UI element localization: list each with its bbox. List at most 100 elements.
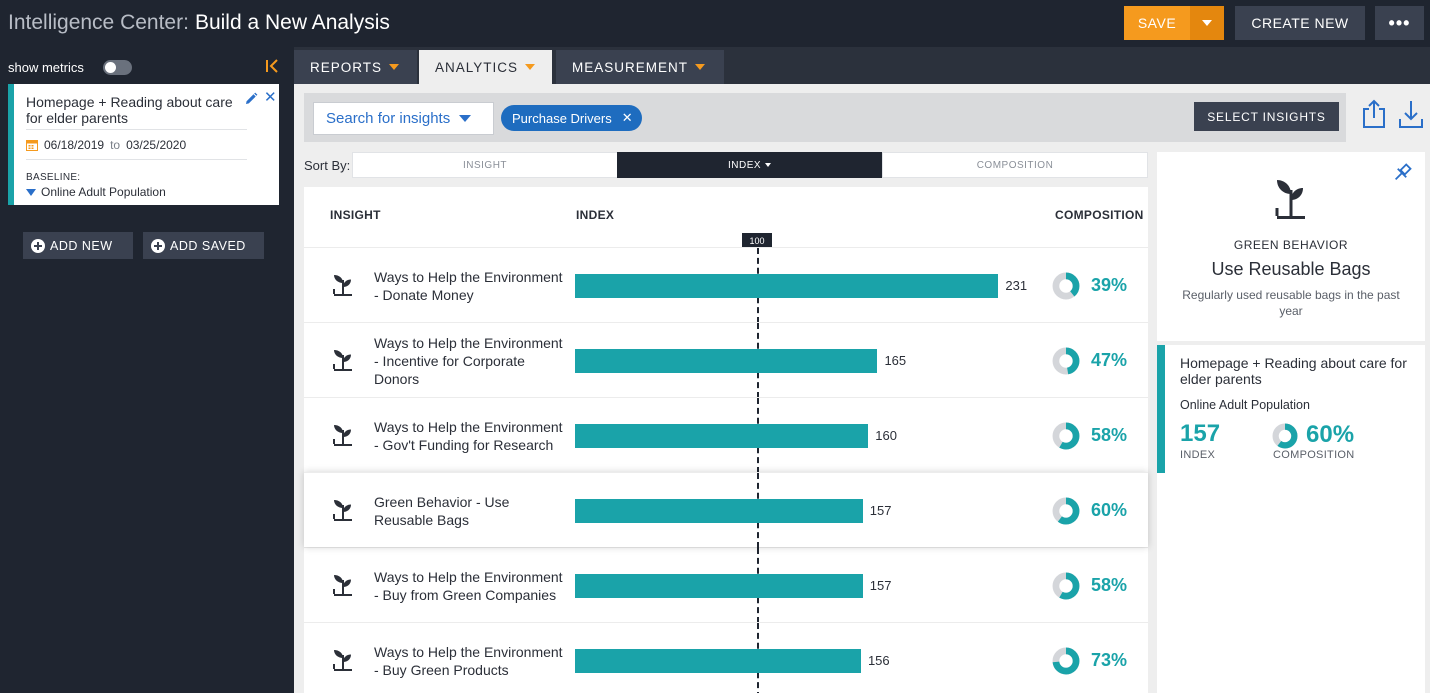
composition-value: 39% bbox=[1091, 275, 1128, 295]
index-value: 231 bbox=[1005, 278, 1028, 293]
composition-donut bbox=[1052, 347, 1080, 375]
search-select-label: Search for insights bbox=[326, 110, 451, 127]
app-title: Intelligence Center: Build a New Analysis bbox=[8, 11, 390, 35]
save-button[interactable]: SAVE bbox=[1124, 6, 1190, 40]
audience-card[interactable]: Homepage + Reading about care for elder … bbox=[8, 84, 279, 205]
caret-down-icon bbox=[26, 188, 36, 196]
baseline-dropdown[interactable]: Online Adult Population bbox=[26, 185, 166, 199]
plant-icon bbox=[333, 275, 352, 296]
baseline-value: Online Adult Population bbox=[41, 185, 166, 199]
tab-label: MEASUREMENT bbox=[572, 59, 689, 75]
chip-label: Purchase Drivers bbox=[512, 110, 612, 126]
create-new-button[interactable]: CREATE NEW bbox=[1235, 6, 1365, 40]
save-options-button[interactable] bbox=[1190, 6, 1224, 40]
search-bar: Search for insights Purchase Drivers ✕ SE… bbox=[304, 93, 1346, 142]
table-row[interactable]: Ways to Help the Environment - Donate Mo… bbox=[304, 247, 1148, 323]
insight-label: Ways to Help the Environment - Gov't Fun… bbox=[374, 418, 563, 453]
add-saved-label: ADD SAVED bbox=[170, 238, 246, 253]
composition-donut bbox=[1052, 497, 1080, 525]
detail-description: Regularly used reusable bags in the past… bbox=[1182, 288, 1400, 318]
donut-fill bbox=[1052, 272, 1080, 300]
detail-category: GREEN BEHAVIOR bbox=[1233, 238, 1349, 252]
composition-donut bbox=[1052, 272, 1080, 300]
table-row[interactable]: Ways to Help the Environment - Buy from … bbox=[304, 547, 1148, 623]
more-options-button[interactable]: ••• bbox=[1375, 6, 1424, 40]
composition-donut bbox=[1052, 572, 1080, 600]
insight-label: Green Behavior - Use Reusable Bags bbox=[374, 493, 510, 528]
tab-label: ANALYTICS bbox=[435, 59, 519, 75]
sort-composition-button[interactable]: COMPOSITION bbox=[882, 152, 1148, 178]
index-bar bbox=[575, 574, 863, 598]
plant-icon bbox=[333, 350, 352, 371]
insight-label: Ways to Help the Environment - Buy from … bbox=[374, 568, 563, 603]
composition-label: COMPOSITION bbox=[1273, 449, 1355, 461]
sidebar: show metrics Homepage + Reading about ca… bbox=[0, 47, 294, 693]
index-value: 160 bbox=[875, 428, 897, 443]
composition-donut bbox=[1052, 647, 1080, 675]
sort-insight-button[interactable]: INSIGHT bbox=[352, 152, 618, 178]
index-label: INDEX bbox=[1180, 449, 1216, 461]
tab-analytics[interactable]: ANALYTICS bbox=[419, 50, 552, 84]
donut-fill bbox=[1272, 423, 1298, 449]
pencil-icon[interactable] bbox=[244, 92, 258, 106]
donut-fill bbox=[1052, 572, 1080, 600]
table-row[interactable]: Ways to Help the Environment - Incentive… bbox=[304, 322, 1148, 398]
insight-label: Ways to Help the Environment - Buy Green… bbox=[374, 643, 563, 678]
plant-icon bbox=[333, 575, 352, 596]
index-bar bbox=[575, 424, 869, 448]
pin-icon[interactable] bbox=[1391, 162, 1413, 184]
download-icon[interactable] bbox=[1398, 99, 1424, 129]
share-icon[interactable] bbox=[1362, 99, 1386, 129]
filter-chip[interactable]: Purchase Drivers ✕ bbox=[501, 105, 642, 131]
page-title: Build a New Analysis bbox=[194, 11, 390, 34]
insight-detail-panel: GREEN BEHAVIOR Use Reusable Bags Regular… bbox=[1157, 152, 1425, 693]
index-value: 156 bbox=[867, 653, 890, 668]
composition-value: 73% bbox=[1091, 650, 1128, 670]
sort-option-label: INSIGHT bbox=[462, 159, 508, 171]
composition-value: 58% bbox=[1091, 425, 1128, 445]
plus-circle-icon bbox=[151, 238, 165, 253]
insight-label: Ways to Help the Environment - Donate Mo… bbox=[374, 268, 563, 303]
add-saved-button[interactable]: ADD SAVED bbox=[143, 232, 264, 259]
tab-reports[interactable]: REPORTS bbox=[294, 50, 417, 84]
tab-measurement[interactable]: MEASUREMENT bbox=[556, 50, 724, 84]
collapse-sidebar-icon[interactable] bbox=[264, 57, 282, 75]
date-range[interactable]: 06/18/2019 to 03/25/2020 bbox=[26, 138, 186, 152]
table-row[interactable]: Ways to Help the Environment - Buy Green… bbox=[304, 622, 1148, 693]
composition-value: 58% bbox=[1091, 575, 1128, 595]
audience-card-title: Homepage + Reading about care for elder … bbox=[26, 94, 233, 126]
table-row[interactable]: Ways to Help the Environment - Gov't Fun… bbox=[304, 397, 1148, 473]
select-insights-button[interactable]: SELECT INSIGHTS bbox=[1194, 102, 1339, 131]
caret-down-icon bbox=[389, 64, 400, 70]
date-from: 06/18/2019 bbox=[44, 138, 105, 152]
tab-bar: REPORTS ANALYTICS MEASUREMENT bbox=[294, 47, 1430, 84]
sort-option-label: INDEX bbox=[727, 159, 762, 171]
insights-table: INSIGHT INDEX COMPOSITION 100 Ways to He… bbox=[304, 187, 1148, 693]
column-header-insight[interactable]: INSIGHT bbox=[330, 208, 381, 222]
index-value: 165 bbox=[884, 353, 907, 368]
sort-index-button[interactable]: INDEX bbox=[617, 152, 882, 178]
composition-value: 47% bbox=[1091, 350, 1128, 370]
close-icon[interactable]: ✕ bbox=[264, 89, 277, 106]
search-insights-dropdown[interactable]: Search for insights bbox=[313, 102, 494, 135]
app-name: Intelligence Center: bbox=[8, 11, 189, 34]
date-to-word: to bbox=[110, 138, 121, 152]
plant-icon bbox=[333, 425, 352, 446]
donut-fill bbox=[1052, 497, 1080, 525]
add-new-button[interactable]: ADD NEW bbox=[23, 232, 133, 259]
show-metrics-toggle[interactable] bbox=[103, 60, 132, 75]
caret-down-icon bbox=[459, 115, 472, 122]
column-header-composition[interactable]: COMPOSITION bbox=[1055, 208, 1144, 222]
table-row[interactable]: Green Behavior - Use Reusable Bags 157 60% bbox=[304, 472, 1148, 548]
column-header-index[interactable]: INDEX bbox=[576, 208, 615, 222]
index-value: 157 bbox=[869, 578, 892, 593]
donut-fill bbox=[1052, 347, 1080, 375]
close-icon[interactable]: ✕ bbox=[621, 110, 633, 125]
sort-by-label: Sort By: bbox=[304, 158, 351, 173]
show-metrics-label: show metrics bbox=[8, 60, 84, 75]
main-content: Search for insights Purchase Drivers ✕ SE… bbox=[294, 84, 1430, 693]
plant-icon bbox=[333, 500, 352, 521]
date-to: 03/25/2020 bbox=[126, 138, 187, 152]
plus-circle-icon bbox=[31, 238, 45, 253]
audience-metrics-card: Homepage + Reading about care for elder … bbox=[1157, 345, 1425, 473]
